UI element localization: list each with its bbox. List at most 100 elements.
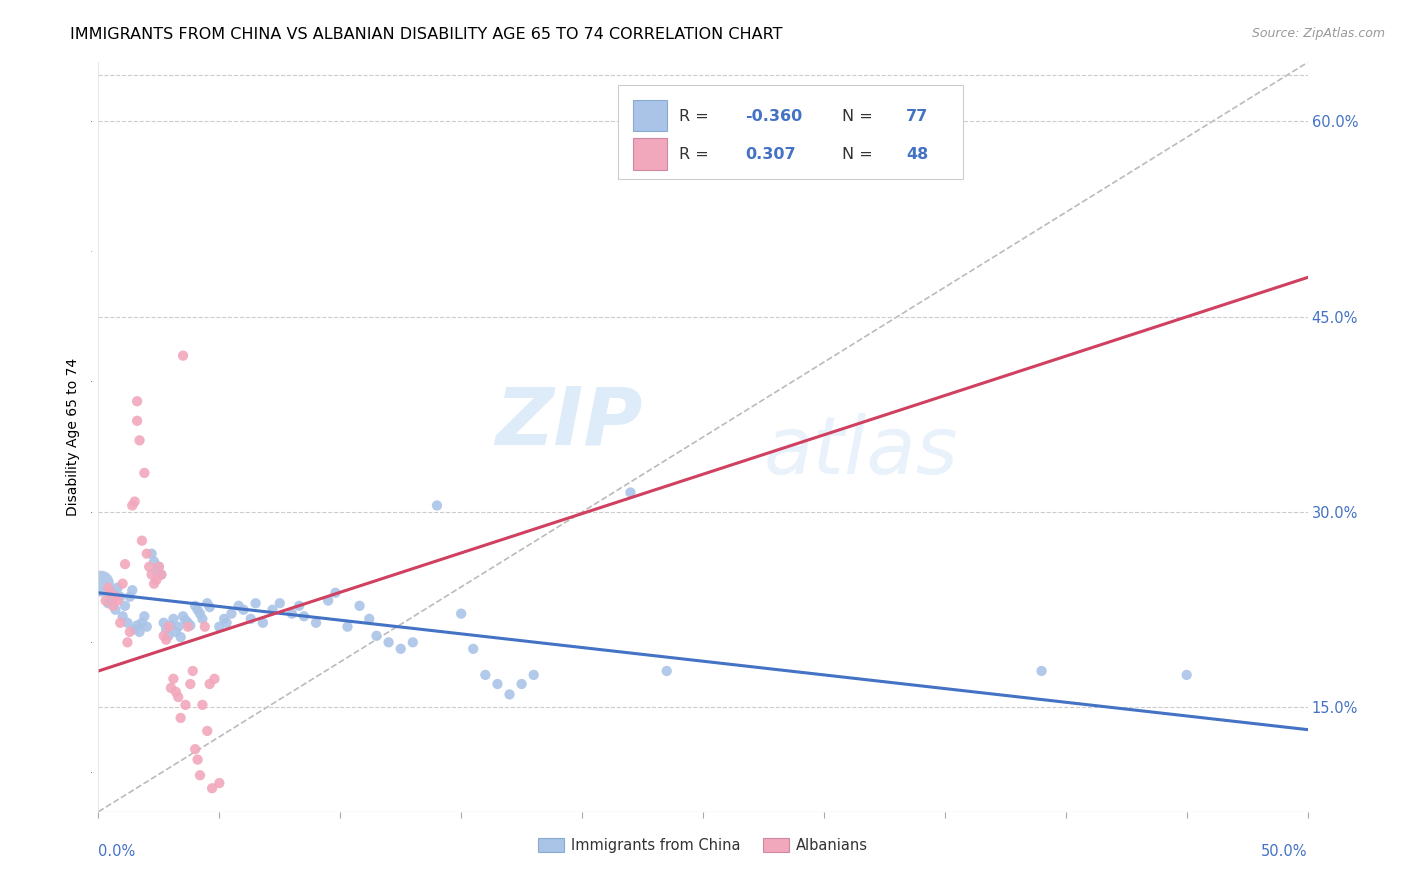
Point (124, 622, 146, 636)
Point (107, 581, 129, 595)
Point (498, 688, 520, 702)
Text: atlas: atlas (763, 413, 959, 491)
Text: 77: 77 (905, 109, 928, 124)
Point (117, 615, 139, 630)
Point (152, 615, 174, 630)
Point (148, 559, 170, 574)
Point (316, 593, 339, 607)
Point (165, 685, 187, 699)
Point (188, 768, 211, 782)
FancyBboxPatch shape (633, 138, 666, 169)
Point (172, 349, 194, 363)
Point (90, 576, 112, 591)
Point (195, 723, 218, 738)
Point (221, 607, 243, 621)
Point (101, 586, 124, 600)
Point (262, 603, 284, 617)
Point (135, 620, 157, 634)
Point (204, 672, 226, 686)
Point (450, 607, 472, 621)
Point (212, 612, 235, 626)
Point (174, 698, 197, 712)
Legend: Immigrants from China, Albanians: Immigrants from China, Albanians (531, 831, 875, 858)
Point (134, 609, 156, 624)
Point (179, 618, 201, 632)
Point (195, 596, 218, 610)
Point (177, 615, 200, 630)
Point (121, 583, 143, 598)
Point (141, 547, 163, 561)
Point (97, 596, 120, 610)
Point (232, 603, 254, 617)
Point (208, 620, 231, 634)
Point (619, 485, 641, 500)
Point (281, 607, 304, 621)
Point (655, 664, 678, 678)
Point (135, 547, 157, 561)
Point (160, 618, 183, 632)
Point (167, 690, 190, 704)
Point (336, 620, 359, 634)
Point (187, 753, 209, 767)
Point (143, 576, 166, 591)
Point (198, 600, 221, 615)
Point (187, 603, 209, 617)
Text: 0.0%: 0.0% (98, 845, 135, 859)
Point (167, 620, 190, 634)
Point (165, 624, 187, 639)
Point (1175, 668, 1198, 682)
Point (152, 629, 174, 643)
Point (292, 609, 315, 624)
Point (131, 615, 153, 630)
Point (134, 466, 156, 480)
Point (111, 609, 134, 624)
Point (118, 624, 141, 639)
Point (228, 599, 250, 613)
Point (157, 629, 180, 643)
Point (138, 559, 160, 574)
Text: -0.360: -0.360 (745, 109, 803, 124)
Point (198, 677, 221, 691)
Point (148, 559, 170, 574)
Point (145, 564, 167, 578)
Point (366, 629, 388, 643)
Point (155, 632, 177, 647)
Y-axis label: Disability Age 65 to 74: Disability Age 65 to 74 (66, 358, 80, 516)
Text: R =: R = (679, 147, 718, 162)
Point (128, 624, 150, 639)
Point (104, 590, 127, 604)
Point (101, 599, 124, 613)
Point (160, 681, 183, 695)
Point (486, 677, 509, 691)
Text: ZIP: ZIP (495, 383, 643, 461)
Point (402, 635, 425, 649)
Point (523, 668, 546, 682)
Point (269, 596, 291, 610)
Point (463, 641, 485, 656)
Point (252, 615, 274, 630)
Point (1031, 664, 1053, 678)
Point (111, 576, 134, 591)
Point (94, 593, 117, 607)
Point (389, 641, 412, 656)
Point (150, 567, 173, 582)
Point (155, 622, 177, 636)
Text: Source: ZipAtlas.com: Source: ZipAtlas.com (1251, 27, 1385, 40)
Point (184, 599, 207, 613)
Point (169, 711, 191, 725)
Point (426, 499, 449, 513)
Point (377, 635, 399, 649)
Point (108, 615, 131, 630)
Point (162, 612, 184, 626)
FancyBboxPatch shape (633, 100, 666, 131)
Point (510, 677, 533, 691)
Point (114, 557, 136, 571)
Point (184, 742, 207, 756)
Point (114, 599, 136, 613)
Point (127, 618, 149, 632)
Text: R =: R = (679, 109, 714, 124)
Point (108, 590, 131, 604)
Text: 50.0%: 50.0% (1261, 845, 1308, 859)
Point (169, 630, 191, 644)
Point (191, 612, 214, 626)
